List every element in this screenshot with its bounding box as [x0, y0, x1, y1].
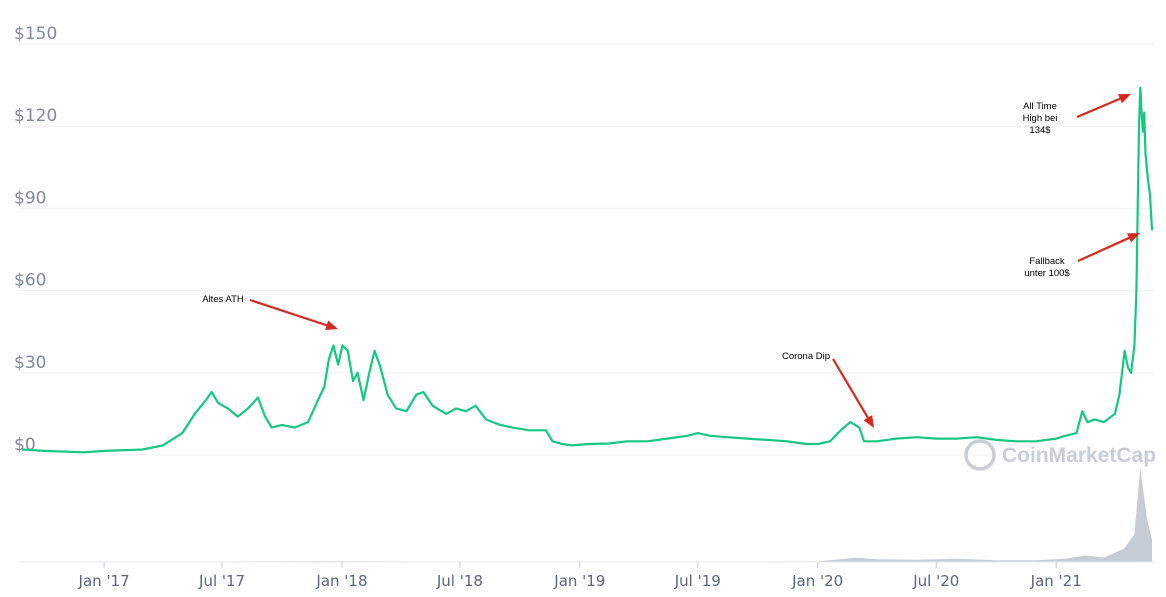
x-tick-label: Jul '19 [674, 572, 721, 590]
annotation-arrow-shaft [832, 358, 869, 419]
coinmarketcap-logo-icon [964, 439, 996, 471]
y-axis-ticks: $0 $30 $60 $90 $120 $150 [14, 24, 57, 455]
y-tick-label: $30 [14, 353, 46, 373]
annotation-arrow-head-icon [1118, 94, 1131, 104]
annotation-arrow-head-icon [325, 320, 338, 330]
y-tick-label: $60 [14, 271, 46, 291]
annotation-arrow-head-icon [863, 415, 874, 428]
x-tick-label: Jan '17 [78, 572, 130, 590]
annotation-arrow-shaft [1077, 236, 1130, 263]
annotation-arrow-shaft [249, 298, 327, 327]
annotation-label: High bei [1023, 113, 1058, 124]
annotation-label: Corona Dip [782, 351, 830, 362]
x-tick-label: Jan '20 [791, 572, 843, 590]
annotation-label: Fallback [1029, 256, 1065, 267]
x-tick-label: Jan '18 [315, 572, 367, 590]
price-line [21, 86, 1154, 454]
annotation-arrow-shaft [1076, 97, 1121, 119]
y-tick-label: $120 [14, 106, 57, 126]
watermark-text: CoinMarketCap [1002, 444, 1156, 467]
x-tick-label: Jan '21 [1030, 572, 1082, 590]
annotation-arrow-head-icon [1127, 233, 1140, 243]
x-tick-label: Jul '18 [436, 572, 483, 590]
annotation-label: Altes ATH [202, 294, 244, 305]
x-tick-label: Jan '19 [553, 572, 605, 590]
annotation: Altes ATH [202, 294, 338, 330]
x-axis-ticks: Jan '17 Jul '17 Jan '18 Jul '18 Jan '19 Jul '… [78, 562, 1082, 590]
x-tick-label: Jul '17 [198, 572, 245, 590]
annotation-label: 134$ [1029, 125, 1051, 136]
y-tick-label: $0 [14, 435, 36, 455]
volume-bars [22, 468, 1152, 562]
y-tick-label: $150 [14, 24, 57, 44]
annotation-label: All Time [1023, 101, 1057, 112]
y-tick-label: $90 [14, 188, 46, 208]
annotation-label: unter 100$ [1024, 268, 1070, 279]
volume-area [22, 468, 1152, 562]
gridlines [20, 43, 1154, 456]
x-tick-label: Jul '20 [912, 572, 959, 590]
coinmarketcap-watermark: CoinMarketCap [964, 439, 1156, 471]
annotation: Corona Dip [782, 351, 874, 428]
